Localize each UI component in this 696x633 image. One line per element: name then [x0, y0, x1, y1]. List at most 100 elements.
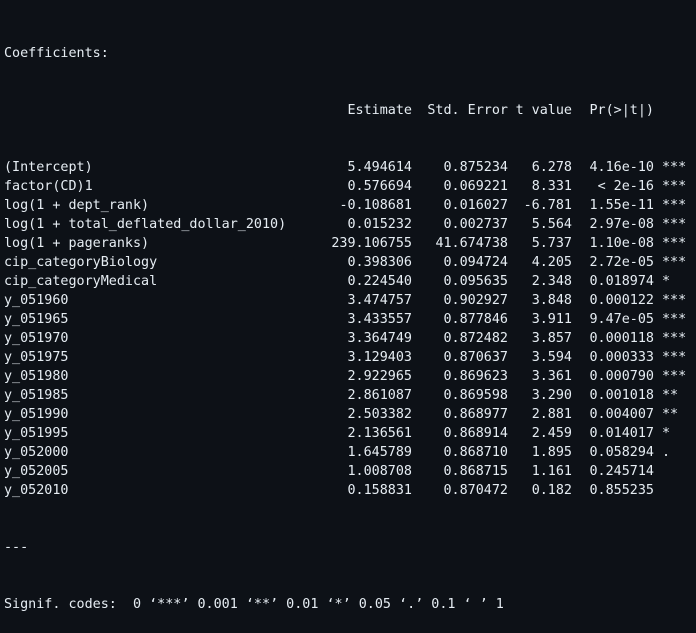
header-row: Estimate Std. Error t value Pr(>|t|) — [4, 101, 694, 120]
table-row: y_051990 2.503382 0.868977 2.881 0.004007 ** — [4, 405, 694, 424]
std-error-cell: 0.870472 — [443, 483, 509, 498]
std-error-cell: 0.016027 — [443, 198, 509, 213]
table-row: y_052010 0.158831 0.870472 0.182 0.855235 — [4, 481, 694, 500]
estimate-cell: 2.136561 — [347, 426, 413, 441]
t-value-cell: 2.348 — [531, 274, 572, 289]
p-value-cell: < 2e-16 — [597, 179, 654, 194]
estimate-cell: 3.364749 — [347, 331, 413, 346]
p-value-cell: 0.004007 — [589, 407, 655, 422]
std-error-cell: 0.902927 — [443, 293, 509, 308]
table-row: y_052000 1.645789 0.868710 1.895 0.058294. — [4, 443, 694, 462]
p-value-cell: 0.245714 — [589, 464, 655, 479]
std-error-cell: 0.868977 — [443, 407, 509, 422]
term-cell: cip_categoryMedical — [4, 274, 158, 289]
std-error-cell: 0.869598 — [443, 388, 509, 403]
table-row: y_051970 3.364749 0.872482 3.857 0.000118 *** — [4, 329, 694, 348]
std-error-cell: 0.002737 — [443, 217, 509, 232]
p-value-cell: 1.10e-08 — [589, 236, 655, 251]
table-row: log(1 + dept_rank) -0.108681 0.016027 -6.78… — [4, 196, 694, 215]
estimate-cell: 1.008708 — [347, 464, 413, 479]
term-cell: (Intercept) — [4, 160, 93, 175]
table-row: y_051980 2.922965 0.869623 3.361 0.000790 *** — [4, 367, 694, 386]
significance-cell: *** — [662, 255, 687, 270]
estimate-cell: 0.576694 — [347, 179, 413, 194]
estimate-cell: 0.015232 — [347, 217, 413, 232]
t-value-cell: 3.361 — [531, 369, 572, 384]
std-error-cell: 0.069221 — [443, 179, 509, 194]
term-cell: log(1 + total_deflated_dollar_2010) — [4, 217, 287, 232]
std-error-cell: 0.868710 — [443, 445, 509, 460]
p-value-cell: 0.000790 — [589, 369, 655, 384]
std-error-cell: 41.674738 — [435, 236, 508, 251]
estimate-cell: 3.474757 — [347, 293, 413, 308]
term-cell: y_051995 — [4, 426, 69, 441]
significance-cell: ** — [662, 388, 679, 403]
estimate-cell: 0.224540 — [347, 274, 413, 289]
estimate-cell: 2.503382 — [347, 407, 413, 422]
std-error-cell: 0.872482 — [443, 331, 509, 346]
t-value-cell: 5.737 — [531, 236, 572, 251]
estimate-header: Estimate — [347, 103, 413, 118]
significance-cell: *** — [662, 179, 687, 194]
std-error-cell: 0.868914 — [443, 426, 509, 441]
table-row: y_051975 3.129403 0.870637 3.594 0.000333 *** — [4, 348, 694, 367]
estimate-cell: 239.106755 — [331, 236, 412, 251]
t-value-cell: 3.857 — [531, 331, 572, 346]
t-value-cell: 0.182 — [531, 483, 572, 498]
estimate-cell: -0.108681 — [339, 198, 412, 213]
estimate-cell: 2.861087 — [347, 388, 413, 403]
p-value-cell: 2.72e-05 — [589, 255, 655, 270]
term-cell: log(1 + dept_rank) — [4, 198, 150, 213]
coefficient-table: (Intercept) 5.494614 0.875234 6.278 4.16e-10… — [4, 158, 694, 500]
term-cell: y_052000 — [4, 445, 69, 460]
term-cell: cip_categoryBiology — [4, 255, 158, 270]
t-value-cell: 4.205 — [531, 255, 572, 270]
p-value-cell: 0.000118 — [589, 331, 655, 346]
coefficients-title: Coefficients: — [4, 46, 109, 61]
std-error-cell: 0.869623 — [443, 369, 509, 384]
significance-cell: *** — [662, 160, 687, 175]
t-value-cell: 8.331 — [531, 179, 572, 194]
table-row: cip_categoryMedical 0.224540 0.095635 2.348… — [4, 272, 694, 291]
p-value-cell: 0.058294 — [589, 445, 655, 460]
term-cell: y_051990 — [4, 407, 69, 422]
table-row: log(1 + total_deflated_dollar_2010) 0.015… — [4, 215, 694, 234]
significance-cell: *** — [662, 331, 687, 346]
significance-cell: * — [662, 274, 671, 289]
t-value-cell: 3.911 — [531, 312, 572, 327]
term-cell: y_051960 — [4, 293, 69, 308]
table-row: (Intercept) 5.494614 0.875234 6.278 4.16e-10… — [4, 158, 694, 177]
p-value-cell: 0.000333 — [589, 350, 655, 365]
t-value-header: t value — [515, 103, 572, 118]
significance-cell: *** — [662, 312, 687, 327]
term-cell: y_051980 — [4, 369, 69, 384]
estimate-cell: 1.645789 — [347, 445, 413, 460]
t-value-cell: 1.161 — [531, 464, 572, 479]
term-cell: y_052010 — [4, 483, 69, 498]
p-value-cell: 0.018974 — [589, 274, 655, 289]
p-value-cell: 0.000122 — [589, 293, 655, 308]
table-row: cip_categoryBiology 0.398306 0.094724 4.205… — [4, 253, 694, 272]
table-row: y_051985 2.861087 0.869598 3.290 0.001018 ** — [4, 386, 694, 405]
table-row: y_051995 2.136561 0.868914 2.459 0.014017 * — [4, 424, 694, 443]
significance-cell: *** — [662, 236, 687, 251]
estimate-cell: 3.129403 — [347, 350, 413, 365]
std-error-header: Std. Error — [427, 103, 508, 118]
table-row: y_051960 3.474757 0.902927 3.848 0.000122 *** — [4, 291, 694, 310]
estimate-cell: 5.494614 — [347, 160, 413, 175]
p-value-header: Pr(>|t|) — [589, 103, 655, 118]
p-value-cell: 0.855235 — [589, 483, 655, 498]
std-error-cell: 0.868715 — [443, 464, 509, 479]
signif-codes: Signif. codes: 0 ‘***’ 0.001 ‘**’ 0.01 ‘… — [4, 597, 504, 612]
term-cell: y_052005 — [4, 464, 69, 479]
p-value-cell: 0.001018 — [589, 388, 655, 403]
term-cell: y_051965 — [4, 312, 69, 327]
significance-cell: *** — [662, 198, 687, 213]
std-error-cell: 0.877846 — [443, 312, 509, 327]
t-value-cell: 2.459 — [531, 426, 572, 441]
term-cell: y_051975 — [4, 350, 69, 365]
std-error-cell: 0.875234 — [443, 160, 509, 175]
term-cell: log(1 + pageranks) — [4, 236, 150, 251]
significance-cell: ** — [662, 407, 679, 422]
significance-cell: * — [662, 426, 671, 441]
